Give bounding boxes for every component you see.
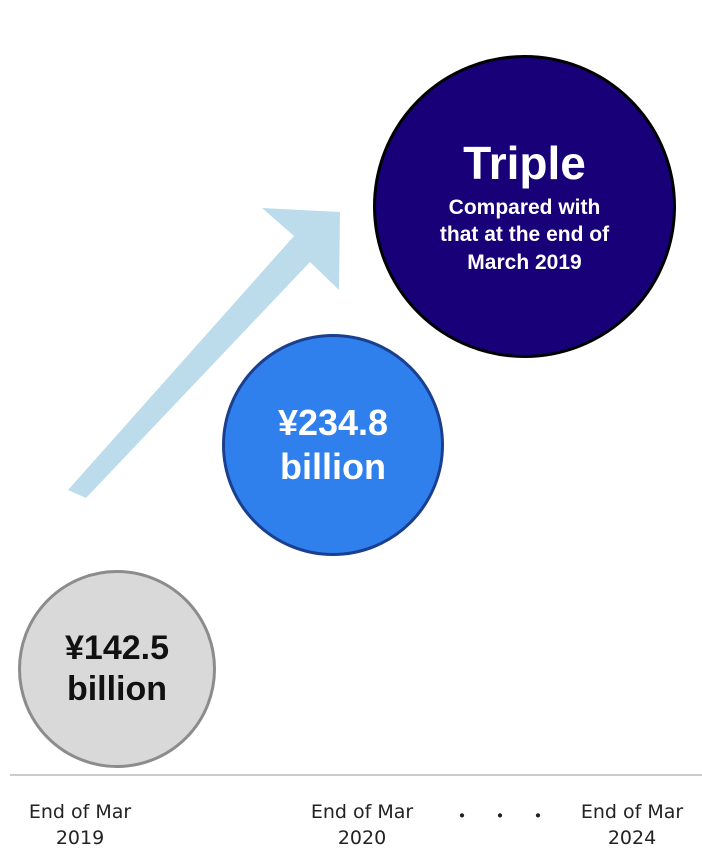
- value-label-2019-unit: billion: [66, 670, 168, 708]
- x-tick-label-2024-line1: End of Mar: [580, 801, 684, 823]
- x-tick-label-2020: End of Mar 2020: [282, 800, 442, 851]
- bubble-2024-target: Triple Compared with that at the end of …: [373, 55, 676, 358]
- growth-arrow: [68, 208, 340, 498]
- value-label-2019-amount: ¥142.5: [65, 628, 169, 667]
- x-tick-label-2020-line2: 2020: [337, 826, 387, 849]
- target-subtitle-line-2: that at the end of: [439, 223, 610, 247]
- ellipsis-dots: ・・・: [452, 804, 566, 828]
- bubble-2020: ¥234.8 billion: [222, 334, 444, 556]
- value-label-2020-amount: ¥234.8: [277, 402, 389, 444]
- x-tick-label-2019-line1: End of Mar: [28, 801, 132, 823]
- target-subtitle-line-3: March 2019: [467, 250, 582, 274]
- target-title: Triple: [463, 137, 586, 190]
- bubble-2019: ¥142.5 billion: [18, 570, 216, 768]
- target-subtitle-line-1: Compared with: [448, 196, 601, 219]
- x-tick-label-2024: End of Mar 2024: [562, 800, 702, 851]
- value-label-2020-unit: billion: [280, 446, 386, 487]
- x-tick-label-2020-line1: End of Mar: [310, 801, 414, 823]
- x-tick-label-2019: End of Mar 2019: [0, 800, 160, 851]
- x-tick-label-2019-line2: 2019: [55, 826, 105, 849]
- x-tick-label-2024-line2: 2024: [607, 826, 657, 849]
